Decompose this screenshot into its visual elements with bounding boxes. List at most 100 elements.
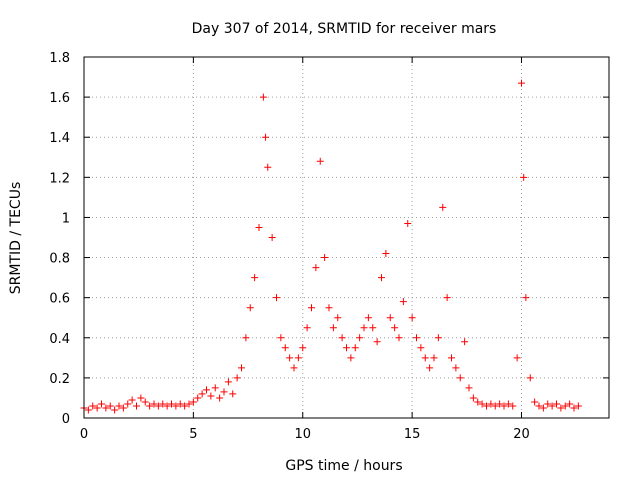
data-point [137,394,145,402]
data-point [520,173,528,181]
data-point [93,404,101,412]
x-tick-label: 5 [189,427,197,442]
data-point [251,274,259,282]
data-point [557,404,565,412]
data-point [308,304,315,312]
data-point [496,400,504,408]
data-point [207,392,215,400]
data-point [329,324,337,332]
y-axis-label: SRMTID / TECUs [8,182,24,295]
data-point [356,334,364,342]
data-point [338,334,346,342]
data-point [312,264,320,272]
data-point [334,314,342,322]
data-point [526,374,534,382]
data-point [509,402,517,410]
data-point [259,93,267,101]
data-point [84,406,92,414]
data-point [220,388,228,396]
data-point [478,400,486,408]
data-point [194,394,202,402]
data-point [364,314,372,322]
data-point [229,390,237,398]
y-tick-label: 0.2 [49,372,70,387]
data-point [456,374,464,382]
x-axis-label: GPS time / hours [285,458,402,474]
data-point [159,400,167,408]
data-point [146,402,154,410]
data-point [203,386,210,394]
data-point [491,402,499,410]
data-point [303,324,311,332]
x-tick-label: 0 [80,427,88,442]
data-point [413,334,420,342]
x-tick-label: 15 [404,427,421,442]
data-point [102,404,110,412]
data-point [539,404,547,412]
y-tick-label: 1.8 [49,51,70,66]
data-point [216,394,224,402]
data-point [561,402,569,410]
y-tick-label: 0 [62,412,70,427]
data-point [347,354,355,362]
chart-title: Day 307 of 2014, SRMTID for receiver mar… [192,21,497,37]
plot-frame [83,56,610,419]
data-point [262,133,270,141]
data-point [163,402,171,410]
y-tick-label: 0.4 [49,332,70,347]
data-point [544,400,552,408]
data-point [448,354,455,362]
data-point [483,402,490,410]
data-point [452,364,460,372]
data-point [115,402,123,410]
y-tick-label: 1.6 [49,91,70,106]
data-point [268,234,276,241]
axis-ticks: 0 5 10 15 20 0 0.2 0.4 0.6 0.8 1 1.2 1.4 1.6 1.8 [49,51,609,442]
y-tick-label: 1.2 [49,171,70,186]
data-point [242,334,250,342]
data-point [290,364,298,372]
y-tick-label: 1.4 [49,131,70,146]
data-point [553,400,560,408]
data-point [391,324,399,332]
data-point [378,274,385,282]
y-tick-label: 1 [62,211,70,226]
data-point [141,398,149,406]
data-point [224,378,232,386]
data-point [417,344,425,352]
data-point [474,398,482,406]
x-tick-label: 10 [294,427,311,442]
data-point [124,400,132,408]
data-point [119,404,127,412]
data-point [369,324,377,332]
data-point [439,203,447,211]
data-point [172,402,180,410]
x-tick-label: 20 [513,427,530,442]
data-point [286,354,294,362]
data-point [181,402,189,410]
data-point [430,354,438,362]
data-point [566,400,574,408]
data-point [246,304,254,312]
data-point [316,157,324,165]
data-point [321,254,329,262]
data-point [128,396,136,404]
data-point [570,404,578,412]
data-point [500,402,508,410]
data-point [277,334,285,342]
data-point [522,294,530,302]
data-point [273,294,280,302]
data-point [89,402,97,410]
data-point [233,374,241,382]
data-point [574,402,582,410]
data-point [106,402,114,410]
data-points [80,79,582,414]
data-point [395,334,403,342]
data-point [461,338,469,346]
y-tick-label: 0.8 [49,252,70,267]
data-point [154,402,162,410]
data-point [264,163,272,171]
data-point [255,223,263,231]
data-point [386,314,394,322]
data-point [281,344,289,352]
